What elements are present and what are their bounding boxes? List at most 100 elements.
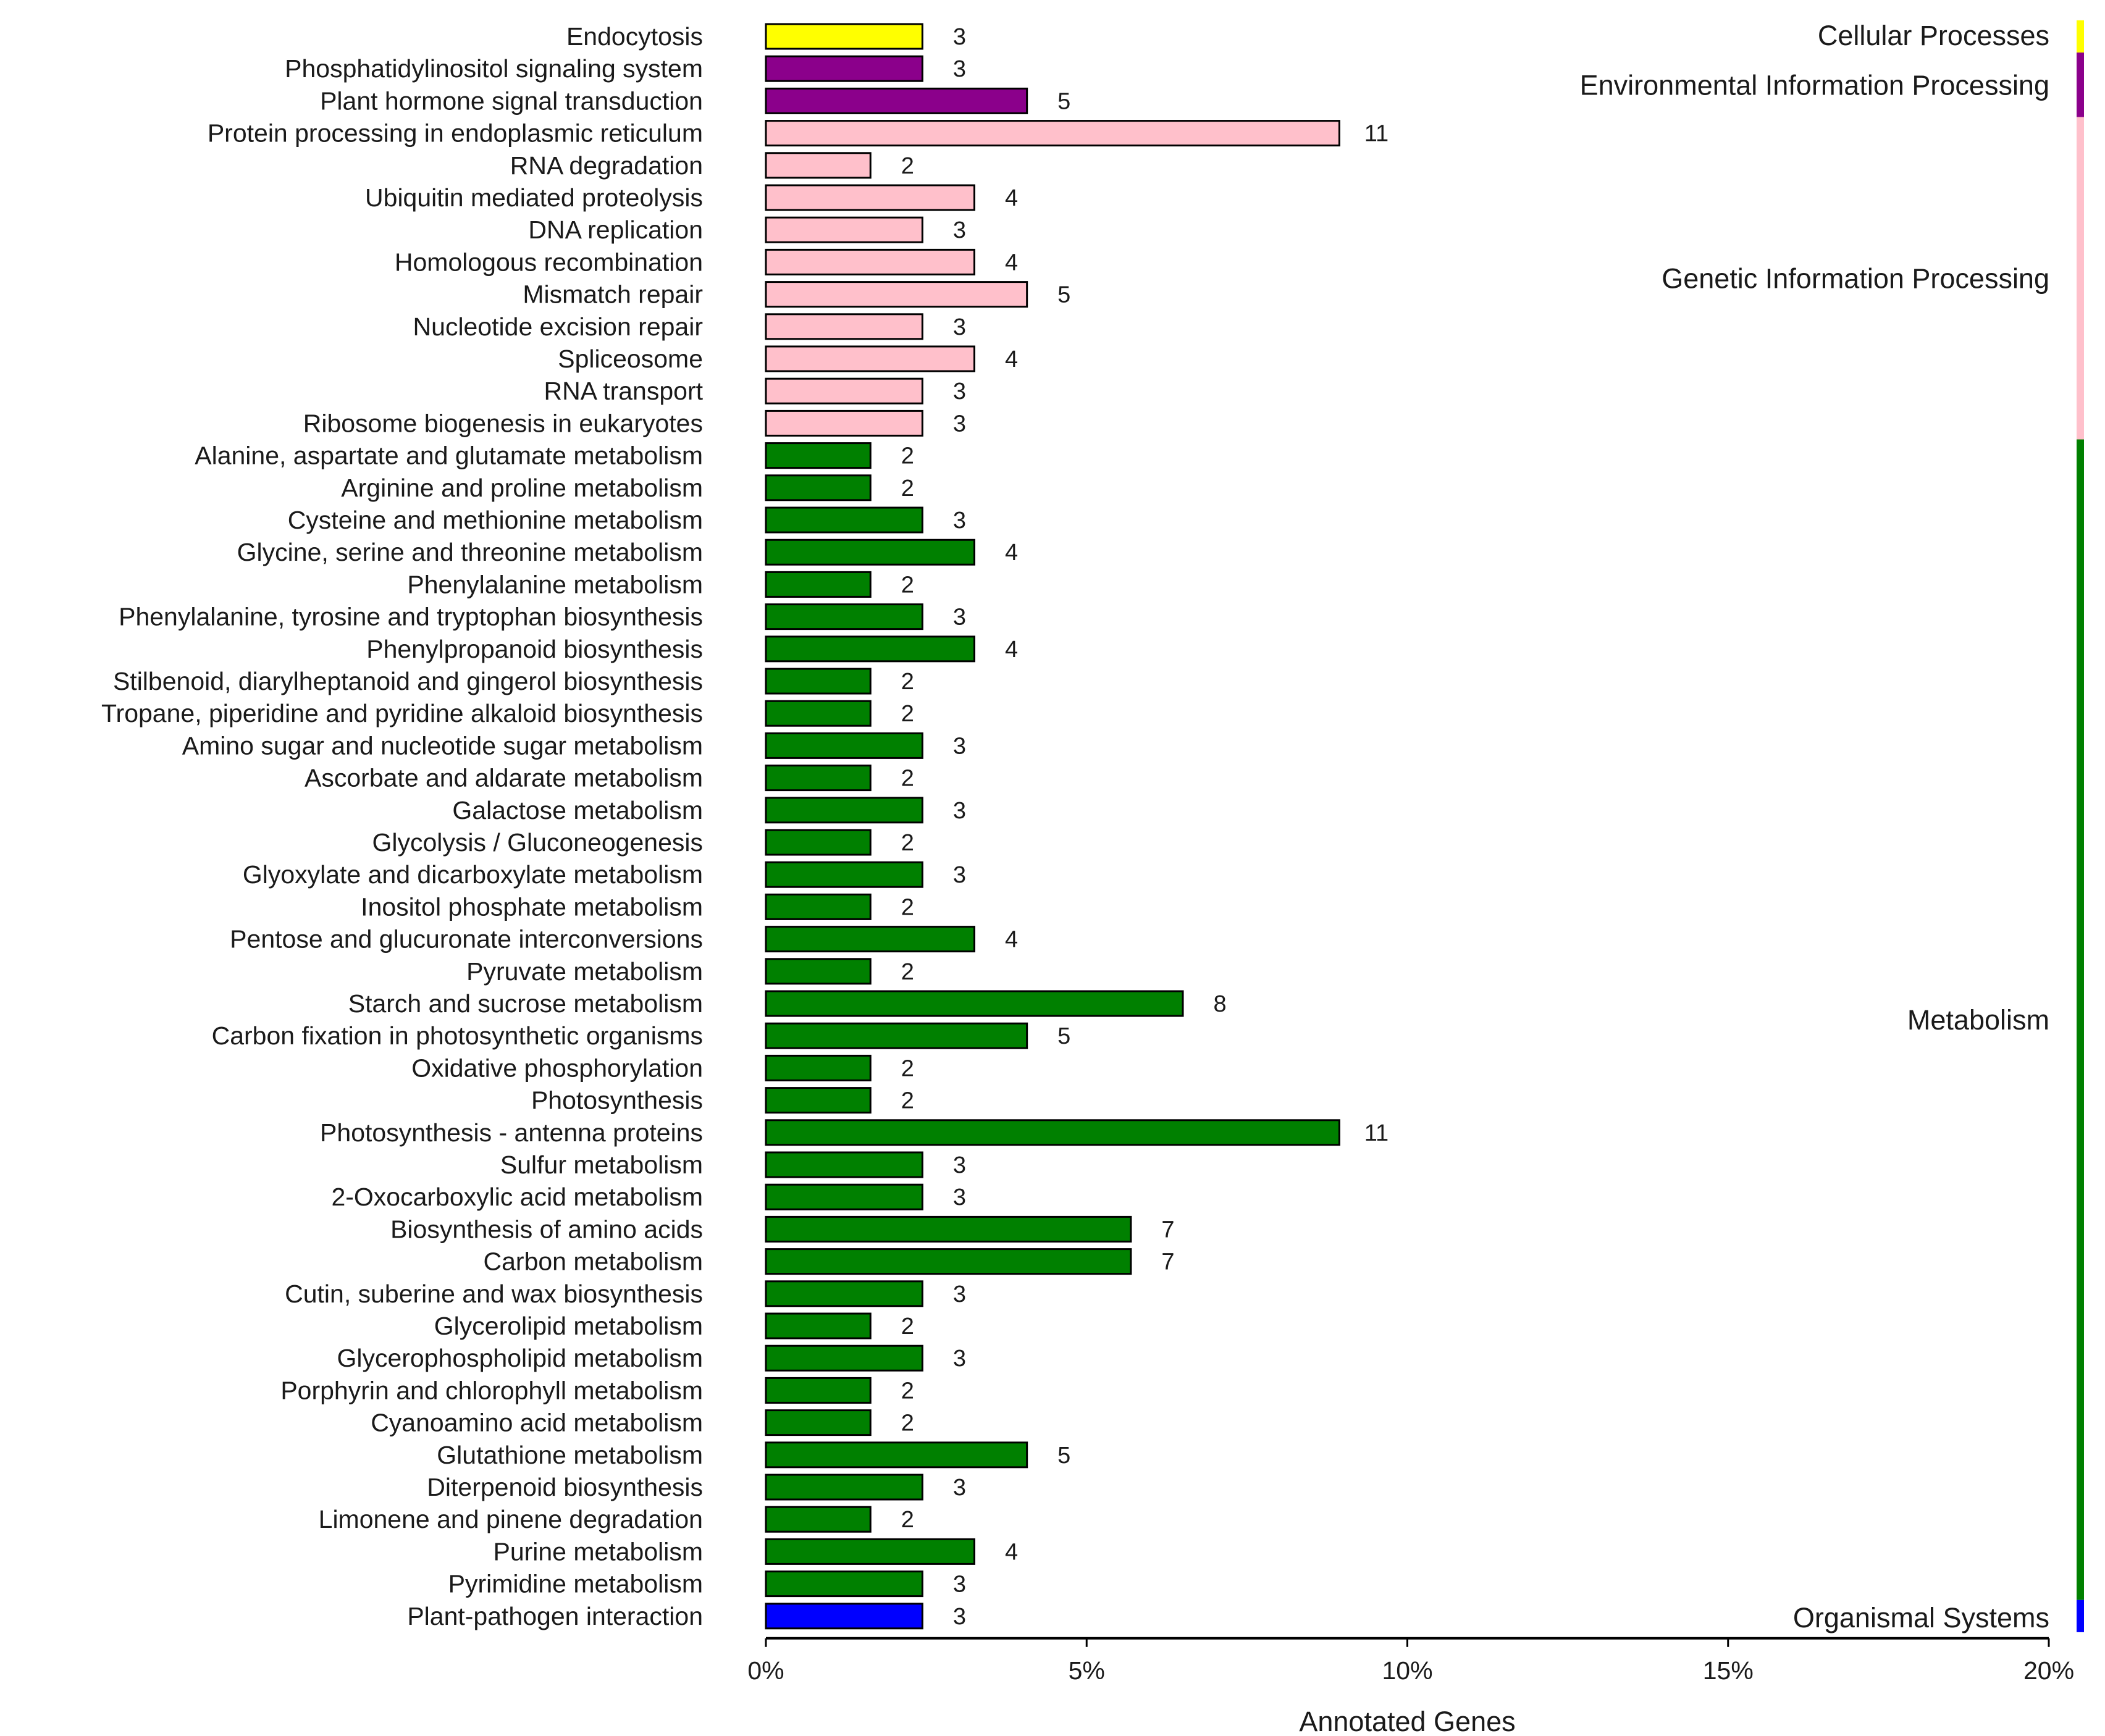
bar-nucleotide-excision-repair — [765, 313, 923, 340]
group-label-metabolism: Metabolism — [1907, 1004, 2049, 1036]
category-label: Nucleotide excision repair — [413, 312, 703, 341]
bar-2-oxocarboxylic-acid-metabolism — [765, 1183, 923, 1210]
category-label: Sulfur metabolism — [500, 1151, 703, 1179]
category-label: Homologous recombination — [395, 248, 703, 276]
category-label: Carbon fixation in photosynthetic organi… — [212, 1021, 703, 1050]
bar-rna-transport — [765, 377, 923, 405]
category-label: Phenylpropanoid biosynthesis — [366, 635, 703, 663]
bar-phenylalanine-tyrosine-and-tryptophan-biosynthesis — [765, 603, 923, 631]
category-label: Glycolysis / Gluconeogenesis — [372, 828, 703, 857]
value-label: 3 — [953, 217, 966, 243]
bar-starch-and-sucrose-metabolism — [765, 990, 1184, 1017]
bar-plant-pathogen-interaction — [765, 1603, 923, 1630]
category-label: Phenylalanine, tyrosine and tryptophan b… — [119, 603, 703, 631]
value-label: 3 — [953, 56, 966, 82]
category-label: Stilbenoid, diarylheptanoid and gingerol… — [113, 667, 703, 695]
group-bar-genetic-information-processing — [2077, 117, 2084, 440]
group-label-organismal-systems: Organismal Systems — [1793, 1602, 2049, 1633]
value-label: 2 — [901, 959, 914, 985]
value-label: 3 — [953, 733, 966, 759]
bar-biosynthesis-of-amino-acids — [765, 1215, 1132, 1243]
value-label: 3 — [953, 24, 966, 50]
x-axis-title: Annotated Genes — [1299, 1706, 1515, 1736]
bar-ribosome-biogenesis-in-eukaryotes — [765, 409, 923, 437]
bar-glycerophospholipid-metabolism — [765, 1344, 923, 1372]
value-label: 2 — [901, 1314, 914, 1340]
value-label: 11 — [1364, 1120, 1389, 1146]
value-label: 3 — [953, 411, 966, 437]
value-label: 3 — [953, 798, 966, 824]
bar-alanine-aspartate-and-glutamate-metabolism — [765, 442, 872, 469]
value-label: 2 — [901, 1507, 914, 1533]
bar-glycine-serine-and-threonine-metabolism — [765, 539, 976, 566]
bar-pyrimidine-metabolism — [765, 1570, 923, 1598]
bar-cyanoamino-acid-metabolism — [765, 1409, 872, 1436]
value-label: 3 — [953, 1281, 966, 1307]
bar-ubiquitin-mediated-proteolysis — [765, 184, 976, 211]
category-label: Protein processing in endoplasmic reticu… — [208, 119, 703, 148]
category-label: Amino sugar and nucleotide sugar metabol… — [182, 731, 703, 760]
value-label: 5 — [1057, 282, 1070, 308]
value-label: 2 — [901, 476, 914, 501]
x-tick-label: 15% — [1703, 1656, 1754, 1685]
value-label: 4 — [1005, 185, 1018, 211]
value-label: 4 — [1005, 249, 1018, 275]
bar-glycerolipid-metabolism — [765, 1312, 872, 1340]
value-label: 2 — [901, 153, 914, 179]
bar-inositol-phosphate-metabolism — [765, 893, 872, 920]
value-label: 7 — [1161, 1249, 1174, 1275]
bar-carbon-fixation-in-photosynthetic-organisms — [765, 1022, 1028, 1049]
category-label: Biosynthesis of amino acids — [390, 1215, 703, 1243]
bar-cutin-suberine-and-wax-biosynthesis — [765, 1280, 923, 1307]
category-label: Cutin, suberine and wax biosynthesis — [285, 1280, 703, 1308]
bar-pyruvate-metabolism — [765, 958, 872, 985]
value-label: 5 — [1057, 88, 1070, 114]
bar-sulfur-metabolism — [765, 1151, 923, 1178]
group-bar-organismal-systems — [2077, 1600, 2084, 1632]
bar-homologous-recombination — [765, 248, 976, 275]
value-label: 2 — [901, 894, 914, 920]
bar-galactose-metabolism — [765, 797, 923, 824]
category-label: Mismatch repair — [523, 280, 703, 309]
value-label: 2 — [901, 1055, 914, 1081]
value-label: 11 — [1364, 121, 1389, 147]
category-label: Tropane, piperidine and pyridine alkaloi… — [101, 699, 703, 728]
value-label: 2 — [901, 1378, 914, 1404]
category-label: Galactose metabolism — [452, 796, 703, 824]
bar-dna-replication — [765, 216, 923, 243]
category-label: Cyanoamino acid metabolism — [371, 1409, 703, 1437]
value-label: 2 — [901, 443, 914, 469]
category-label: Glutathione metabolism — [437, 1441, 703, 1469]
bar-protein-processing-in-endoplasmic-reticulum — [765, 120, 1340, 147]
value-label: 3 — [953, 1604, 966, 1630]
category-label: Glyoxylate and dicarboxylate metabolism — [243, 860, 703, 889]
category-label: RNA degradation — [510, 151, 703, 180]
value-label: 2 — [901, 766, 914, 792]
value-label: 3 — [953, 314, 966, 340]
bar-cysteine-and-methionine-metabolism — [765, 506, 923, 534]
value-labels: 3 3 5 11 2 4 3 4 5 3 4 3 3 2 2 3 4 2 3 4 2 2 3 2 3 2 3 2 4 2 8 5 2 2 11 3 3 7… — [901, 24, 1389, 1630]
category-label: Pyruvate metabolism — [466, 957, 703, 986]
category-label: Diterpenoid biosynthesis — [427, 1473, 703, 1501]
bar-purine-metabolism — [765, 1538, 976, 1565]
category-label: Ascorbate and aldarate metabolism — [305, 764, 703, 792]
category-label: Cysteine and methionine metabolism — [288, 506, 703, 534]
value-label: 4 — [1005, 346, 1018, 372]
value-label: 3 — [953, 508, 966, 534]
value-label: 4 — [1005, 1539, 1018, 1565]
bar-glutathione-metabolism — [765, 1441, 1028, 1469]
category-label: DNA replication — [528, 216, 703, 244]
value-label: 3 — [953, 1572, 966, 1598]
bar-photosynthesis — [765, 1087, 872, 1114]
value-label: 3 — [953, 1152, 966, 1178]
category-label: Pentose and glucuronate interconversions — [230, 925, 703, 954]
bars — [765, 23, 1340, 1630]
value-label: 5 — [1057, 1443, 1070, 1469]
value-label: 2 — [901, 701, 914, 727]
category-label: Alanine, aspartate and glutamate metabol… — [195, 442, 703, 470]
x-tick-label: 5% — [1069, 1656, 1105, 1685]
category-label: Porphyrin and chlorophyll metabolism — [280, 1376, 703, 1404]
value-label: 2 — [901, 1088, 914, 1114]
category-label: Carbon metabolism — [484, 1247, 704, 1276]
bar-endocytosis — [765, 23, 923, 50]
